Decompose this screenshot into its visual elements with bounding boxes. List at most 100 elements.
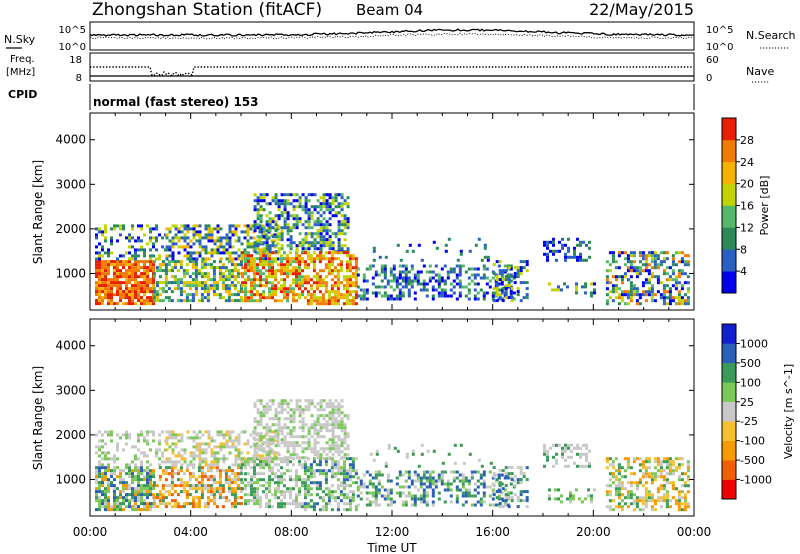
data-cell	[177, 245, 181, 249]
data-cell	[330, 469, 334, 473]
x-tick-label: 00:00	[73, 525, 108, 539]
data-cell	[134, 275, 137, 279]
data-cell	[173, 472, 177, 476]
data-cell	[119, 478, 122, 482]
data-cell	[289, 272, 292, 276]
data-cell	[119, 469, 122, 473]
data-cell	[292, 290, 295, 294]
data-cell	[554, 488, 557, 492]
data-cell	[149, 302, 152, 306]
data-cell	[671, 487, 675, 491]
data-cell	[125, 281, 128, 285]
data-cell	[443, 264, 447, 268]
data-cell	[250, 260, 253, 264]
data-cell	[425, 503, 429, 507]
data-cell	[641, 484, 645, 488]
data-cell	[265, 405, 269, 409]
data-cell	[170, 269, 174, 273]
data-cell	[318, 484, 322, 488]
data-cell	[458, 279, 462, 283]
data-cell	[253, 287, 256, 291]
data-cell	[304, 232, 308, 236]
data-cell	[256, 199, 260, 203]
data-cell	[549, 249, 552, 253]
data-cell	[295, 205, 299, 209]
data-cell	[134, 469, 137, 473]
data-cell	[212, 290, 216, 294]
data-cell	[674, 278, 678, 282]
data-cell	[348, 502, 352, 506]
data-cell	[298, 244, 302, 248]
data-cell	[339, 484, 343, 488]
data-cell	[635, 457, 639, 461]
data-cell	[268, 260, 271, 264]
data-cell	[647, 460, 651, 464]
data-cell	[228, 433, 232, 437]
data-cell	[167, 260, 171, 264]
data-cell	[325, 241, 329, 245]
data-cell	[209, 487, 213, 491]
data-cell	[203, 484, 207, 488]
data-cell	[582, 452, 585, 456]
data-cell	[617, 472, 621, 476]
data-cell	[271, 469, 274, 473]
data-cell	[280, 290, 283, 294]
data-cell	[653, 257, 657, 261]
data-cell	[128, 502, 131, 506]
data-cell	[383, 294, 387, 298]
colorbar-segment	[722, 183, 736, 206]
data-cell	[253, 444, 257, 448]
data-cell	[395, 282, 399, 286]
data-cell	[203, 290, 207, 294]
data-cell	[337, 414, 341, 418]
data-cell	[247, 290, 250, 294]
data-cell	[218, 478, 222, 482]
data-cell	[104, 451, 107, 455]
data-cell	[161, 430, 164, 434]
data-cell	[644, 457, 648, 461]
data-cell	[328, 211, 332, 215]
data-cell	[659, 499, 663, 503]
data-cell	[567, 255, 570, 259]
data-cell	[576, 446, 579, 450]
data-cell	[191, 284, 195, 288]
data-cell	[498, 505, 502, 509]
data-cell	[452, 270, 456, 274]
data-cell	[227, 299, 231, 303]
data-cell	[306, 281, 310, 285]
data-cell	[183, 451, 187, 455]
data-cell	[185, 284, 189, 288]
data-cell	[336, 469, 340, 473]
data-cell	[149, 481, 152, 485]
data-cell	[107, 290, 110, 294]
data-cell	[188, 478, 192, 482]
data-cell	[310, 423, 314, 427]
data-cell	[322, 241, 326, 245]
data-cell	[192, 454, 196, 458]
data-cell	[283, 423, 287, 427]
data-cell	[280, 266, 283, 270]
data-cell	[241, 266, 244, 270]
data-cell	[239, 263, 243, 267]
data-cell	[101, 439, 104, 443]
data-cell	[116, 487, 119, 491]
data-cell	[268, 272, 271, 276]
data-cell	[662, 499, 666, 503]
data-cell	[274, 481, 277, 485]
data-cell	[210, 254, 214, 258]
data-cell	[345, 302, 349, 306]
data-cell	[371, 276, 375, 280]
data-cell	[677, 463, 681, 467]
data-cell	[240, 230, 244, 234]
data-cell	[167, 490, 171, 494]
data-cell	[351, 299, 355, 303]
data-cell	[224, 469, 228, 473]
data-cell	[283, 284, 286, 288]
data-cell	[440, 288, 444, 292]
data-cell	[174, 236, 178, 240]
data-cell	[165, 448, 169, 452]
data-cell	[171, 463, 175, 467]
data-cell	[570, 455, 573, 459]
data-cell	[316, 417, 320, 421]
data-cell	[256, 463, 259, 467]
